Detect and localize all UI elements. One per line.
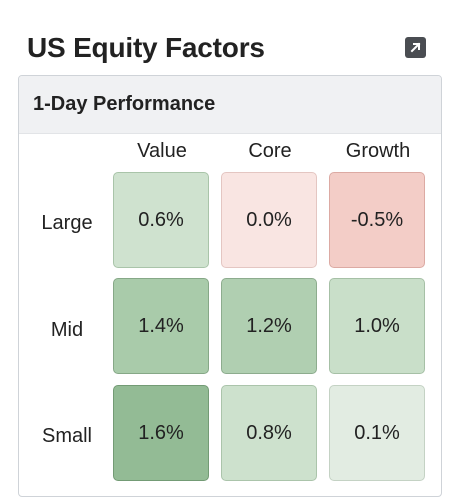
row-label-small: Small xyxy=(41,425,92,447)
column-header-core: Core xyxy=(248,140,292,162)
row-label-large: Large xyxy=(41,212,93,234)
expand-button[interactable] xyxy=(405,37,426,58)
cell-large-growth[interactable]: -0.5% xyxy=(329,172,425,268)
cell-large-core[interactable]: 0.0% xyxy=(221,172,317,268)
card-header: 1-Day Performance xyxy=(19,76,441,134)
card-title: 1-Day Performance xyxy=(33,93,216,115)
cell-small-growth[interactable]: 0.1% xyxy=(329,385,425,481)
external-link-arrow-icon xyxy=(410,42,421,53)
cell-large-value[interactable]: 0.6% xyxy=(113,172,209,268)
column-header-value: Value xyxy=(137,140,187,162)
performance-card: 1-Day Performance Value Core Growth Larg… xyxy=(18,75,442,497)
cell-small-value[interactable]: 1.6% xyxy=(113,385,209,481)
cell-small-core[interactable]: 0.8% xyxy=(221,385,317,481)
cell-mid-value[interactable]: 1.4% xyxy=(113,278,209,374)
column-header-growth: Growth xyxy=(345,140,411,162)
cell-mid-core[interactable]: 1.2% xyxy=(221,278,317,374)
widget-title: US Equity Factors xyxy=(27,32,265,63)
widget-header: US Equity Factors xyxy=(27,28,434,68)
cell-mid-growth[interactable]: 1.0% xyxy=(329,278,425,374)
row-label-mid: Mid xyxy=(50,319,84,341)
